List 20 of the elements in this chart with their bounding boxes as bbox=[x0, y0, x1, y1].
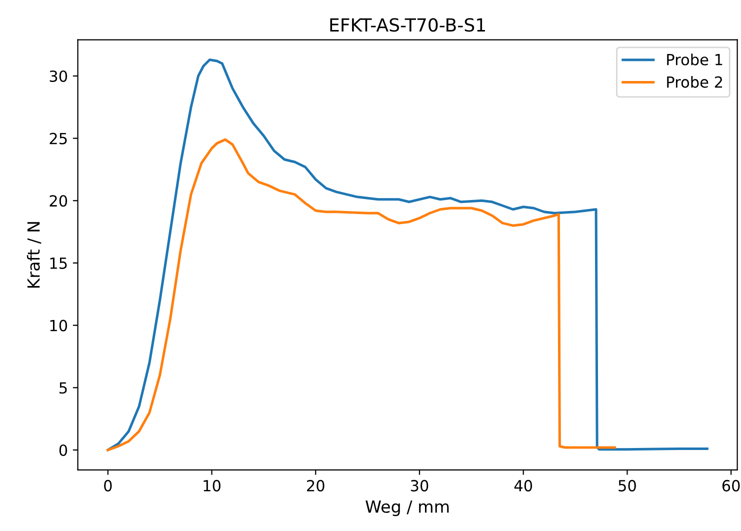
y-axis-title: Kraft / N bbox=[26, 222, 42, 288]
chart-title: EFKT-AS-T70-B-S1 bbox=[330, 18, 485, 32]
x-tick-label: 10 bbox=[204, 480, 220, 492]
y-tick-label: 5 bbox=[60, 382, 67, 394]
x-tick-label: 0 bbox=[104, 480, 112, 492]
line-series bbox=[106, 138, 616, 452]
x-tick-label: 60 bbox=[722, 480, 740, 492]
x-tick-label: 50 bbox=[618, 480, 636, 492]
legend-label: Probe 1 bbox=[667, 54, 722, 66]
x-axis-title: Weg / mm bbox=[366, 500, 449, 516]
x-tick-label: 30 bbox=[410, 480, 428, 492]
y-tick-label: 30 bbox=[50, 70, 68, 82]
y-tick-label: 0 bbox=[59, 444, 68, 456]
y-tick-label: 15 bbox=[50, 258, 67, 270]
x-tick-label: 40 bbox=[514, 480, 532, 492]
y-tick-label: 10 bbox=[50, 320, 68, 332]
x-tick-label: 20 bbox=[307, 480, 324, 492]
legend-label: Probe 2 bbox=[667, 76, 722, 88]
y-tick-label: 25 bbox=[50, 132, 67, 144]
y-tick-label: 20 bbox=[50, 195, 68, 207]
